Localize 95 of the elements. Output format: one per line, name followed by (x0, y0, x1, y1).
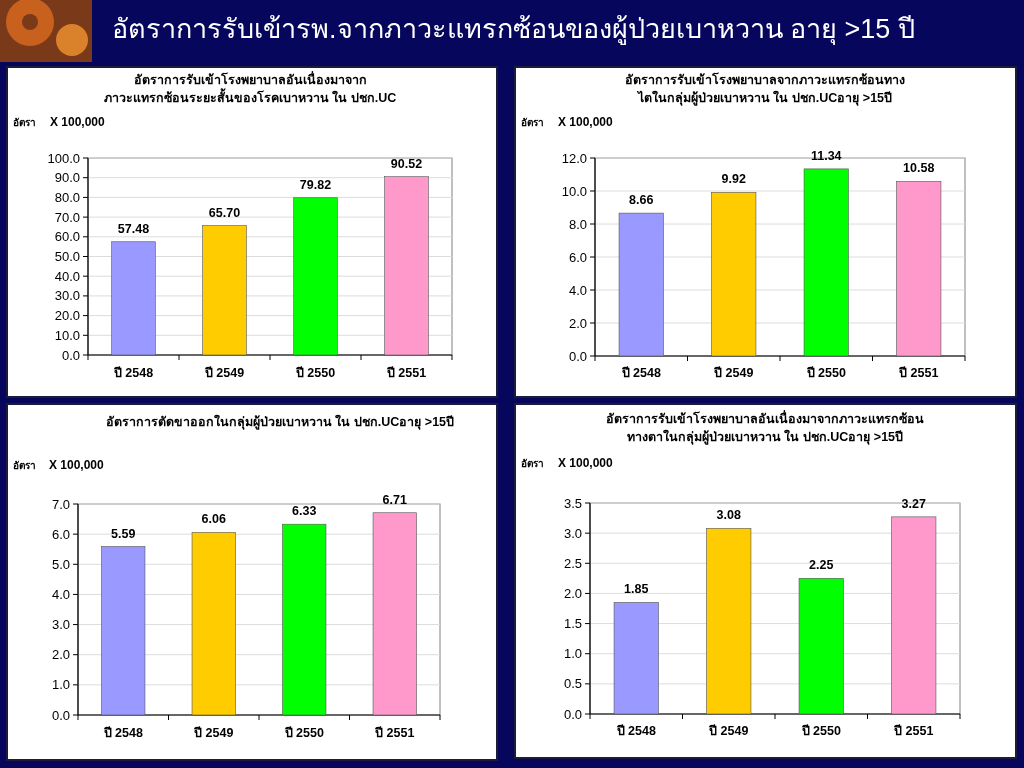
text: X 100,000 (558, 115, 614, 129)
y-tick-label: 80.0 (54, 189, 80, 205)
data-label: 6.71 (382, 492, 407, 507)
y-tick-label: 1.0 (51, 677, 70, 693)
data-label: 2.25 (809, 558, 834, 573)
y-axis-title: อัตรา (13, 460, 36, 471)
y-axis-title: อัตรา (13, 117, 36, 128)
y-tick-label: 30.0 (54, 288, 80, 304)
text: X 100,000 (49, 458, 105, 472)
x-tick-label: ปี 2548 (102, 726, 143, 740)
data-label: 3.08 (716, 508, 741, 523)
text: อัตราการรับเข้ารพ.จากภาวะแทรกซ้อนของผู้ป่วยเบาหวาน อายุ >15 ปี (112, 14, 915, 46)
bar (711, 192, 757, 357)
bar (101, 546, 146, 716)
data-label: 1.85 (624, 582, 649, 597)
x-tick-label: ปี 2551 (893, 724, 934, 738)
x-tick-label: ปี 2550 (800, 724, 841, 738)
y-tick-label: 2.5 (563, 555, 582, 571)
x-tick-label: ปี 2548 (112, 366, 154, 380)
y-axis-title: อัตรา (521, 117, 544, 128)
bar (891, 516, 937, 715)
data-label: 57.48 (117, 221, 150, 236)
x-tick-label: ปี 2549 (713, 366, 754, 380)
chart-title: อัตราการรับเข้าโรงพยาบาลจากภาวะแทรกซ้อนทาง ไตในกลุ่มผู้ป่วยเบาหวาน ใน ปชก.UCอายุ >15ปี (625, 72, 905, 106)
y-tick-label: 3.0 (51, 617, 70, 633)
bar (618, 212, 664, 357)
data-label: 6.06 (201, 512, 226, 527)
bar (282, 523, 327, 716)
y-tick-label: 90.0 (54, 170, 80, 186)
chart-title: อัตราการรับเข้าโรงพยาบาลอันเนื่องมาจาก ภาวะแทรกซ้อนระยะสั้นของโรคเบาหวาน ใน ปชก.UC (103, 71, 397, 105)
y-tick-label: 12.0 (561, 150, 587, 166)
bar (202, 225, 247, 356)
y-tick-label: 2.0 (563, 585, 582, 601)
y-tick-label: 4.0 (568, 282, 587, 298)
y-tick-label: 1.5 (563, 616, 582, 632)
y-tick-label: 0.5 (563, 676, 582, 692)
y-tick-label: 0.0 (61, 347, 80, 363)
x-tick-label: ปี 2551 (898, 366, 939, 380)
y-tick-label: 3.0 (563, 525, 582, 541)
x-tick-label: ปี 2549 (708, 724, 749, 738)
y-tick-label: 40.0 (54, 268, 80, 284)
data-label: 90.52 (390, 156, 423, 171)
y-tick-label: 4.0 (51, 586, 70, 602)
data-label: 65.70 (208, 205, 241, 220)
bar (613, 602, 659, 715)
y-tick-label: 6.0 (568, 249, 587, 265)
y-tick-label: 20.0 (54, 308, 80, 324)
y-tick-label: 60.0 (54, 229, 80, 245)
chart-title: อัตราการรับเข้าโรงพยาบาลอันเนื่องมาจากภาวะแทรกซ้อน ทางตาในกลุ่มผู้ป่วยเบาหวาน ใน ปชก.UCอายุ >15ปี (606, 410, 924, 445)
data-label: 8.66 (629, 193, 654, 208)
x-tick-label: ปี 2549 (203, 366, 245, 380)
bar (706, 528, 752, 715)
x-tick-label: ปี 2550 (283, 726, 324, 740)
data-label: 3.27 (901, 496, 926, 511)
y-tick-label: 2.0 (51, 647, 70, 663)
text: X 100,000 (558, 456, 614, 470)
bar (798, 578, 844, 715)
bar (191, 532, 236, 716)
data-label: 6.33 (292, 504, 317, 519)
y-tick-label: 5.0 (51, 556, 70, 572)
y-axis-title: อัตรา (521, 458, 544, 469)
y-tick-label: 100.0 (47, 150, 80, 166)
x-tick-label: ปี 2549 (193, 726, 234, 740)
y-tick-label: 10.0 (561, 183, 587, 199)
y-tick-label: 8.0 (568, 216, 587, 232)
chart-title: อัตราการตัดขาออกในกลุ่มผู้ป่วยเบาหวาน ใน ปชก.UCอายุ >15ปี (105, 414, 455, 430)
y-tick-label: 2.0 (568, 315, 587, 331)
bar (111, 241, 156, 356)
y-tick-label: 50.0 (54, 249, 80, 264)
x-tick-label: ปี 2550 (805, 366, 846, 380)
bar (803, 168, 849, 357)
x-tick-label: ปี 2551 (374, 726, 415, 740)
y-tick-label: 70.0 (54, 209, 80, 225)
y-tick-label: 7.0 (51, 496, 70, 512)
y-tick-label: 0.0 (563, 706, 582, 722)
x-tick-label: ปี 2548 (620, 366, 661, 380)
y-tick-label: 6.0 (51, 526, 70, 542)
y-tick-label: 10.0 (54, 327, 80, 343)
bar (384, 176, 429, 356)
y-tick-label: 0.0 (51, 707, 70, 723)
x-tick-label: ปี 2550 (294, 366, 336, 380)
y-tick-label: 3.5 (563, 495, 582, 511)
x-tick-label: ปี 2551 (385, 366, 427, 380)
y-tick-label: 0.0 (568, 348, 587, 364)
bar (293, 197, 338, 356)
bar (372, 512, 417, 716)
x-tick-label: ปี 2548 (615, 724, 656, 738)
data-label: 11.34 (810, 148, 842, 163)
data-label: 10.58 (903, 161, 935, 176)
data-label: 5.59 (111, 526, 136, 541)
data-label: 9.92 (721, 172, 746, 187)
data-label: 79.82 (299, 177, 332, 192)
y-tick-label: 1.0 (563, 646, 582, 662)
text: X 100,000 (50, 115, 106, 129)
bar (896, 181, 942, 357)
